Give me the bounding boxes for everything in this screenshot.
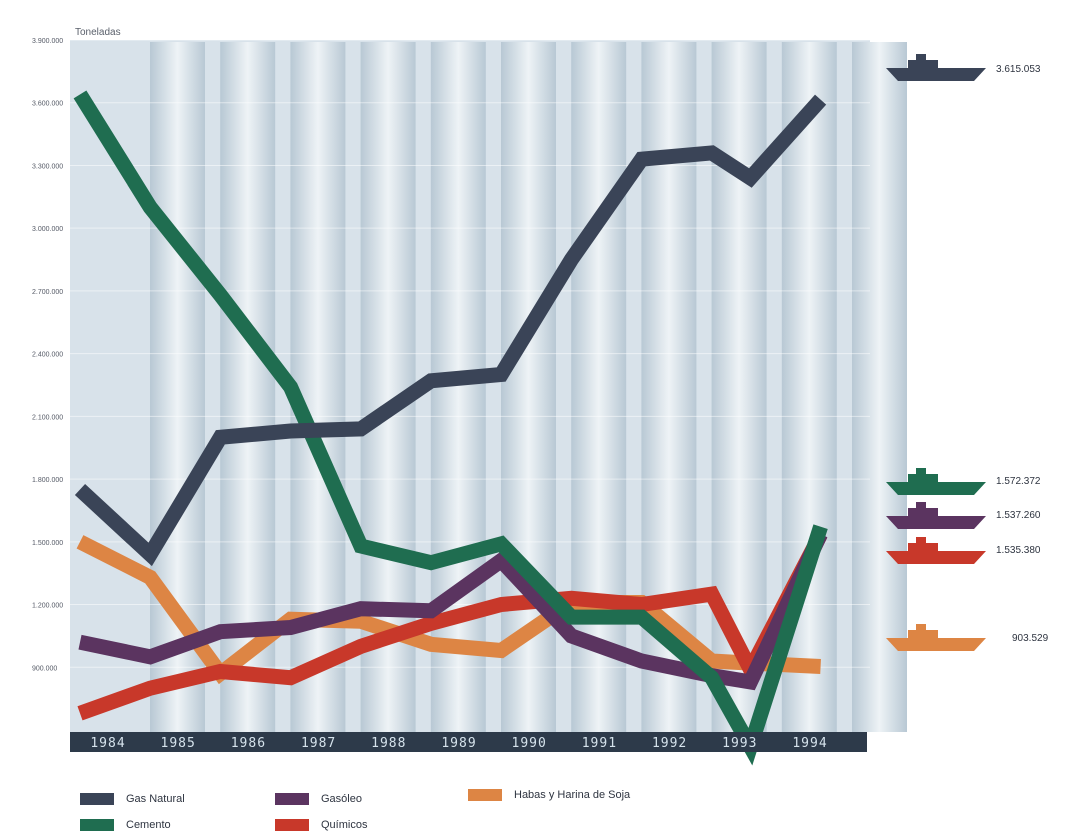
- y-tick-label: 2.100.000: [32, 414, 63, 421]
- x-tick-label: 1987: [301, 736, 336, 751]
- legend-item: Gasóleo: [275, 793, 362, 805]
- x-tick-label: 1992: [652, 736, 687, 751]
- y-tick-label: 3.600.000: [32, 101, 63, 108]
- y-axis-label: Toneladas: [75, 27, 121, 38]
- x-tick-label: 1986: [231, 736, 266, 751]
- x-tick-label: 1985: [161, 736, 196, 751]
- legend-label: Gasóleo: [321, 793, 362, 805]
- background-column: [220, 42, 276, 732]
- legend-label: Gas Natural: [126, 793, 185, 805]
- series-line: [74, 94, 827, 567]
- end-value-label: 1.535.380: [996, 545, 1041, 556]
- x-tick-label: 1991: [582, 736, 617, 751]
- x-tick-label: 1988: [371, 736, 406, 751]
- y-tick-label: 3.000.000: [32, 226, 63, 233]
- x-tick-label: 1994: [792, 736, 827, 751]
- background-column: [571, 42, 627, 732]
- legend-swatch: [80, 819, 114, 831]
- legend-item: Gas Natural: [80, 793, 185, 805]
- x-tick-label: 1993: [722, 736, 757, 751]
- x-tick-label: 1989: [441, 736, 476, 751]
- end-value-label: 1.572.372: [996, 476, 1041, 487]
- legend-swatch: [275, 819, 309, 831]
- legend-label: Químicos: [321, 819, 368, 831]
- y-tick-label: 1.500.000: [32, 540, 63, 547]
- y-tick-label: 900.000: [32, 665, 57, 672]
- series-line: [73, 90, 828, 766]
- legend-label: Cemento: [126, 819, 171, 831]
- series-line: [77, 530, 828, 721]
- legend-swatch: [468, 789, 502, 801]
- legend-item: Habas y Harina de Soja: [468, 789, 630, 801]
- background-column: [711, 42, 767, 732]
- legend-swatch: [80, 793, 114, 805]
- legend-label: Habas y Harina de Soja: [514, 789, 631, 801]
- legend-item: Químicos: [275, 819, 367, 831]
- y-tick-label: 2.400.000: [32, 352, 63, 359]
- y-tick-label: 3.900.000: [32, 38, 63, 45]
- y-tick-label: 3.300.000: [32, 163, 63, 170]
- end-value-label: 1.537.260: [996, 510, 1041, 521]
- legend-swatch: [275, 793, 309, 805]
- end-value-label: 903.529: [1012, 633, 1049, 644]
- x-tick-label: 1990: [512, 736, 547, 751]
- background-column: [852, 42, 907, 732]
- series-line: [76, 535, 821, 685]
- y-tick-label: 2.700.000: [32, 289, 63, 296]
- end-value-label: 3.615.053: [996, 64, 1041, 75]
- x-axis-band: [70, 732, 867, 752]
- y-tick-label: 1.800.000: [32, 477, 63, 484]
- y-tick-label: 1.200.000: [32, 603, 63, 610]
- x-tick-label: 1984: [90, 736, 125, 751]
- legend-item: Cemento: [80, 819, 171, 831]
